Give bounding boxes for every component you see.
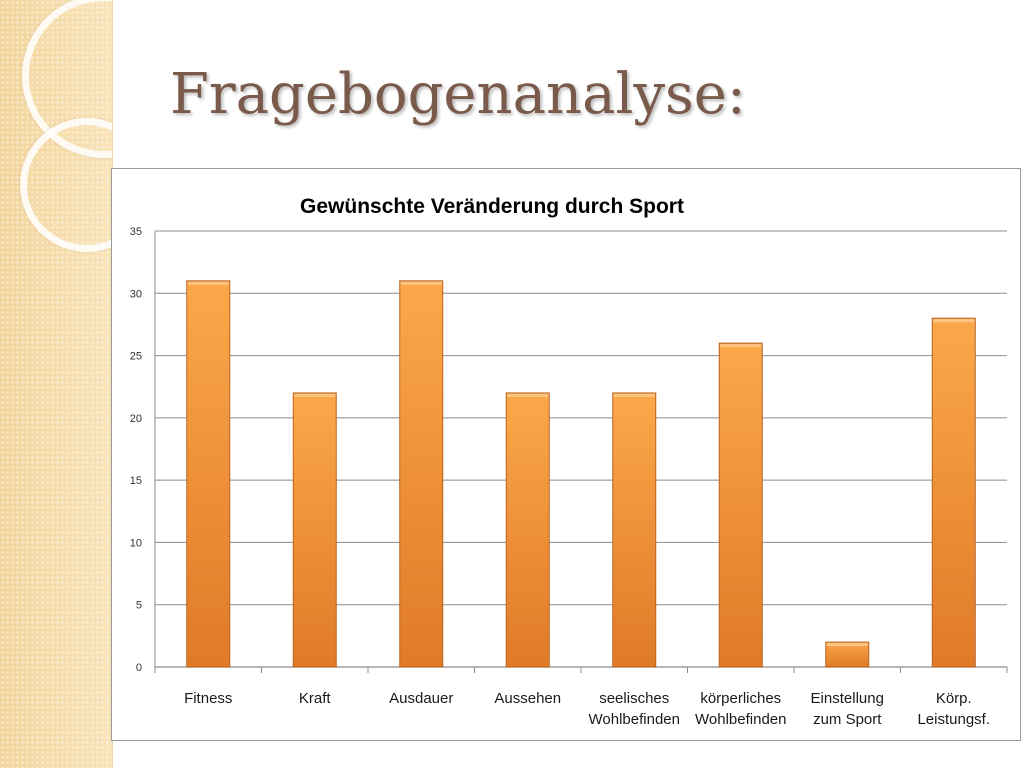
x-category-label: Wohlbefinden [589,711,680,728]
x-category-label: körperliches [700,690,781,707]
decorative-ring [20,118,112,252]
chart-title: Gewünschte Veränderung durch Sport [300,195,684,218]
x-category-label: Leistungsf. [917,711,990,728]
bar [292,392,337,668]
y-tick-label: 35 [130,226,142,238]
bar-highlight [613,393,655,397]
y-tick-label: 25 [130,351,142,363]
y-tick-label: 10 [130,537,142,549]
bar [825,641,870,668]
bar-highlight [826,643,868,647]
x-category-label: Aussehen [494,690,561,707]
x-category-label: Wohlbefinden [695,711,786,728]
bar [612,392,657,668]
bar [931,317,976,668]
bar [186,280,231,668]
slide-title: Fragebogenanalyse: [170,62,746,127]
y-tick-label: 30 [130,288,142,300]
bar [505,392,550,668]
x-category-label: Fitness [184,690,232,707]
x-category-label: Kraft [299,690,332,707]
x-category-label: Ausdauer [389,690,453,707]
y-tick-label: 0 [136,662,142,674]
bar-highlight [933,319,975,323]
y-tick-label: 15 [130,475,142,487]
bar [399,280,444,668]
y-tick-label: 5 [136,600,142,612]
x-category-label: seelisches [599,690,669,707]
decorative-side-band [0,0,113,768]
x-category-label: zum Sport [813,711,882,728]
x-category-label: Einstellung [811,690,884,707]
bar [718,342,763,668]
bar-chart: Gewünschte Veränderung durch Sport 0 5 10 1… [130,195,1008,728]
bar-highlight [507,393,549,397]
bar-highlight [187,281,229,285]
bar-highlight [720,344,762,348]
chart-frame: Gewünschte Veränderung durch Sport 0 5 10 1… [111,168,1021,741]
x-category-label: Körp. [936,690,972,707]
bar-highlight [294,393,336,397]
bar-highlight [400,281,442,285]
y-tick-label: 20 [130,413,142,425]
